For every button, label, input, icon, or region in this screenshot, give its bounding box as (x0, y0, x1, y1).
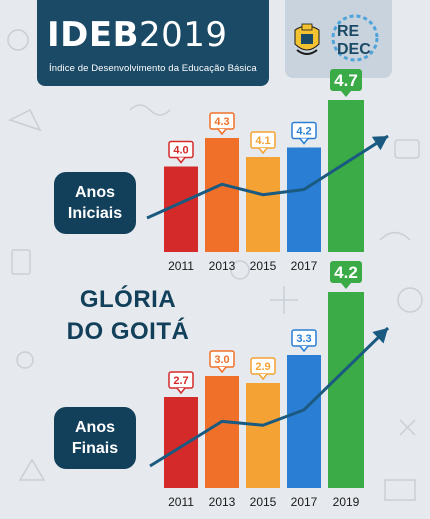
value-label-2011: 4.0 (173, 145, 188, 157)
value-label-2015: 4.1 (255, 135, 270, 147)
bar-2015 (246, 383, 280, 488)
header-title-year: 2019 (139, 15, 228, 55)
logo-panel: RE DEC (285, 0, 392, 78)
bar-2019 (328, 100, 364, 252)
label-anos-iniciais: Anos Iniciais (54, 172, 136, 234)
value-bubble-2019 (330, 69, 362, 91)
municipality-line1: GLÓRIA (79, 286, 177, 313)
value-bubble-tail-2011 (176, 387, 186, 395)
value-bubble-tail-2013 (217, 128, 227, 136)
bar-2017 (287, 147, 321, 252)
trend-line (146, 134, 389, 220)
value-label-2017: 3.3 (296, 333, 311, 345)
redec-top-text: RE (337, 23, 360, 40)
header-title: IDEB2019 (47, 16, 228, 54)
value-label-2013: 4.3 (214, 116, 229, 128)
year-label-2011: 2011 (168, 495, 194, 509)
year-label-2011: 2011 (168, 259, 194, 273)
year-label-2019: 2019 (333, 495, 360, 509)
value-label-2019: 4.2 (334, 263, 358, 282)
year-label-2017: 2017 (291, 495, 318, 509)
logo-graphics: RE DEC (294, 14, 379, 62)
value-label-2015: 2.9 (255, 361, 270, 373)
value-bubble-tail-2017 (299, 138, 309, 145)
bar-2011 (164, 397, 198, 488)
value-bubble-tail-2019 (341, 283, 351, 289)
bar-2015 (246, 157, 280, 252)
header-title-bold: IDEB (47, 15, 140, 55)
value-bubble-tail-2017 (299, 345, 309, 353)
year-label-2015: 2015 (250, 495, 277, 509)
year-label-2013: 2013 (209, 495, 236, 509)
value-bubble-tail-2013 (217, 366, 227, 374)
value-label-2013: 3.0 (214, 354, 229, 366)
header-banner: IDEB2019 Índice de Desenvolvimento da Ed… (37, 0, 269, 86)
value-bubble-2019 (330, 261, 362, 283)
bar-2017 (287, 355, 321, 488)
trend-arrowhead (371, 136, 388, 151)
year-label-2015: 2015 (250, 259, 277, 273)
redec-bottom-text: DEC (337, 41, 371, 58)
label-anos-finais-line1: Anos (74, 419, 115, 436)
year-label-2013: 2013 (209, 259, 236, 273)
trend-arrowhead (372, 328, 388, 344)
bar-2013 (205, 376, 239, 488)
year-label-2017: 2017 (291, 259, 318, 273)
label-anos-iniciais-line1: Anos (75, 184, 115, 201)
label-anos-iniciais-line2: Iniciais (67, 205, 123, 222)
trend-line (149, 326, 390, 468)
chart-panel-2: 2.7 2011 3.0 2013 2.9 2015 3.3 2017 4.2 2019 (149, 261, 390, 509)
bar-2013 (205, 138, 239, 252)
value-bubble-tail-2011 (176, 157, 186, 164)
bar-2019 (328, 292, 364, 488)
label-anos-finais-line2: Finais (71, 440, 119, 457)
value-label-2017: 4.2 (296, 126, 311, 138)
value-bubble-tail-2015 (258, 147, 268, 155)
redec-logo: RE DEC (331, 14, 379, 62)
value-bubble-tail-2015 (258, 373, 268, 381)
label-anos-finais: Anos Finais (54, 407, 136, 469)
header-subtitle: Índice de Desenvolvimento da Educação Bá… (49, 63, 257, 74)
municipality-title: GLÓRIA DO GOITÁ (38, 284, 218, 348)
value-bubble-tail-2019 (341, 91, 351, 97)
municipality-line2: DO GOITÁ (66, 318, 190, 345)
value-label-2019: 4.7 (334, 71, 358, 90)
value-label-2011: 2.7 (173, 375, 188, 387)
municipal-crest-logo (294, 23, 320, 55)
